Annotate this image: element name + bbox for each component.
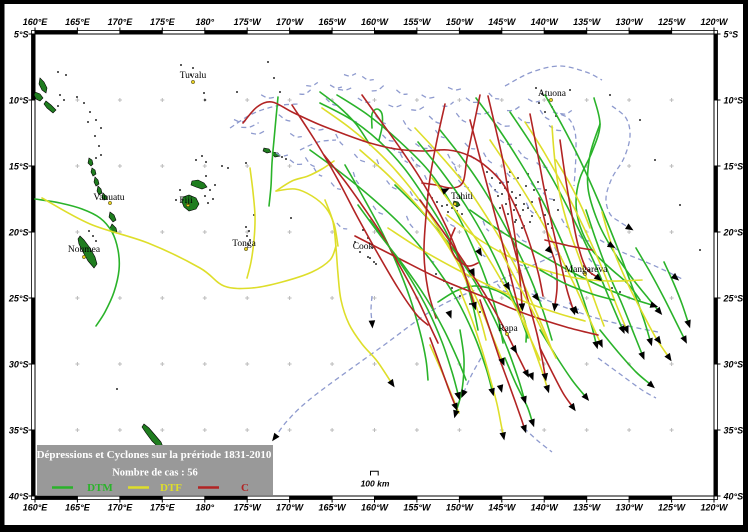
svg-text:25°S: 25°S — [723, 294, 744, 304]
svg-text:20°S: 20°S — [723, 228, 744, 238]
svg-text:155°W: 155°W — [403, 17, 432, 27]
svg-text:100 km: 100 km — [361, 479, 390, 489]
svg-text:170°W: 170°W — [276, 17, 305, 27]
svg-text:Tonga: Tonga — [232, 239, 256, 249]
svg-text:Mangareva: Mangareva — [565, 265, 609, 275]
svg-text:160°E: 160°E — [23, 503, 49, 513]
svg-text:140°W: 140°W — [531, 503, 560, 513]
svg-text:130°W: 130°W — [616, 503, 645, 513]
svg-text:125°W: 125°W — [658, 17, 687, 27]
svg-text:175°E: 175°E — [150, 503, 176, 513]
svg-text:35°S: 35°S — [724, 426, 744, 436]
svg-text:160°W: 160°W — [361, 17, 390, 27]
svg-text:155°W: 155°W — [403, 503, 432, 513]
svg-text:170°E: 170°E — [108, 503, 134, 513]
svg-text:5°S: 5°S — [14, 30, 29, 40]
svg-text:30°S: 30°S — [9, 360, 29, 370]
svg-text:180°: 180° — [195, 17, 214, 27]
svg-text:20°S: 20°S — [8, 228, 29, 238]
svg-text:135°W: 135°W — [573, 17, 602, 27]
svg-text:145°W: 145°W — [488, 17, 517, 27]
svg-text:15°S: 15°S — [9, 162, 29, 172]
svg-text:150°W: 150°W — [446, 17, 475, 27]
svg-text:135°W: 135°W — [573, 503, 602, 513]
svg-text:10°S: 10°S — [9, 96, 29, 106]
svg-text:120°W: 120°W — [700, 503, 729, 513]
svg-text:130°W: 130°W — [616, 17, 645, 27]
svg-text:Nombre de cas : 56: Nombre de cas : 56 — [112, 468, 198, 479]
svg-text:15°S: 15°S — [724, 162, 744, 172]
svg-text:160°W: 160°W — [361, 503, 390, 513]
svg-text:Fiji: Fiji — [179, 196, 193, 206]
svg-text:145°W: 145°W — [488, 503, 517, 513]
svg-text:125°W: 125°W — [658, 503, 687, 513]
svg-text:30°S: 30°S — [724, 360, 744, 370]
svg-text:25°S: 25°S — [8, 294, 29, 304]
svg-text:170°W: 170°W — [276, 503, 305, 513]
svg-text:35°S: 35°S — [9, 426, 29, 436]
svg-text:170°E: 170°E — [108, 17, 134, 27]
svg-text:Noumea: Noumea — [68, 245, 101, 255]
svg-text:165°W: 165°W — [319, 503, 348, 513]
svg-text:140°W: 140°W — [531, 17, 560, 27]
svg-text:5°S: 5°S — [724, 30, 739, 40]
svg-text:Vanuatu: Vanuatu — [93, 193, 124, 203]
svg-text:150°W: 150°W — [446, 503, 475, 513]
svg-text:175°W: 175°W — [234, 17, 263, 27]
svg-text:Tahiti: Tahiti — [451, 192, 473, 202]
svg-text:DTF: DTF — [160, 482, 182, 494]
svg-text:Tuvalu: Tuvalu — [180, 71, 207, 81]
svg-text:40°S: 40°S — [8, 492, 29, 502]
svg-text:Cook: Cook — [353, 242, 374, 252]
svg-text:C: C — [241, 482, 249, 494]
svg-text:120°W: 120°W — [700, 17, 729, 27]
svg-text:10°S: 10°S — [724, 96, 744, 106]
svg-text:165°E: 165°E — [65, 503, 91, 513]
svg-text:180°: 180° — [195, 503, 214, 513]
svg-text:175°W: 175°W — [234, 503, 263, 513]
svg-text:Atuona: Atuona — [538, 89, 567, 99]
svg-text:160°E: 160°E — [23, 17, 49, 27]
svg-text:Rapa: Rapa — [498, 324, 518, 334]
svg-text:DTM: DTM — [87, 482, 113, 494]
svg-text:165°W: 165°W — [319, 17, 348, 27]
svg-text:165°E: 165°E — [65, 17, 91, 27]
svg-text:40°S: 40°S — [723, 492, 744, 502]
svg-text:175°E: 175°E — [150, 17, 176, 27]
svg-text:Dépressions et Cyclones sur la: Dépressions et Cyclones sur la prériode … — [37, 449, 272, 461]
